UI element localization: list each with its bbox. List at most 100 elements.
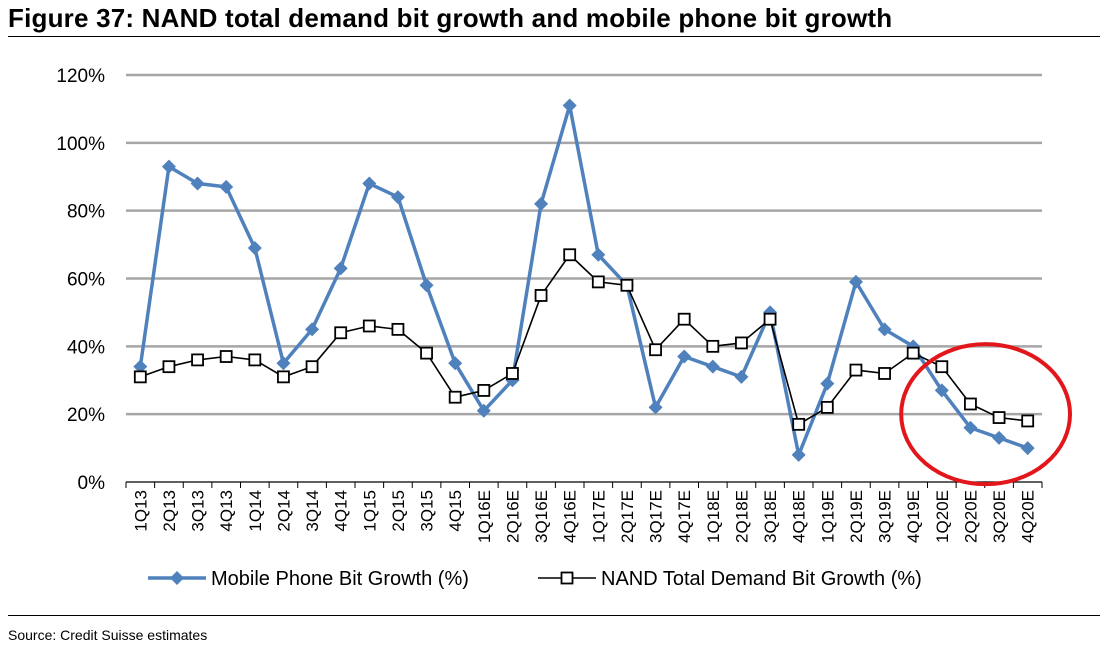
mobile-series-line: [138, 103, 1029, 457]
x-tick-label: 3Q16E: [532, 490, 551, 543]
nand-point: [878, 367, 891, 380]
y-tick-label: 40%: [67, 337, 105, 358]
annotation-layer: [899, 342, 1072, 487]
x-tick-label: 3Q15: [418, 490, 437, 532]
nand-point: [133, 370, 147, 384]
mobile-point: [734, 369, 749, 384]
nand-point: [649, 343, 662, 357]
x-tick-label: 1Q20E: [933, 490, 952, 543]
series-layer: [133, 98, 1035, 462]
nand-point: [935, 360, 949, 374]
source-note: Source: Credit Suisse estimates: [8, 627, 208, 643]
nand-point: [1021, 414, 1035, 428]
nand-point: [334, 326, 348, 340]
x-tick-label: 4Q20E: [1019, 490, 1038, 543]
x-tick-label: 3Q13: [189, 490, 208, 532]
mobile-point: [276, 356, 291, 371]
x-tick-label: 4Q15: [446, 490, 465, 532]
x-tick-label: 2Q13: [160, 490, 179, 532]
nand-point: [277, 370, 290, 384]
mobile-point: [791, 447, 806, 462]
y-tick-label: 60%: [67, 270, 105, 291]
mobile-point: [476, 403, 491, 418]
mobile-point: [820, 376, 835, 391]
x-tick-label: 2Q19E: [847, 490, 866, 543]
nand-point: [477, 384, 491, 397]
nand-point: [391, 322, 405, 336]
mobile-point: [305, 322, 320, 337]
nand-point: [792, 417, 806, 431]
nand-point: [420, 346, 433, 360]
gridlines: [126, 73, 1042, 416]
mobile-point: [161, 159, 176, 174]
legend-nand-marker: [560, 571, 574, 585]
nand-point: [563, 248, 577, 262]
x-tick-label: 2Q16E: [503, 490, 522, 543]
nand-point: [591, 275, 605, 289]
nand-point: [219, 350, 233, 363]
y-tick-label: 120%: [56, 66, 105, 87]
mobile-point: [190, 176, 205, 191]
mobile-point: [934, 383, 949, 398]
mobile-point: [219, 179, 234, 194]
mobile-point: [963, 420, 978, 435]
legend-nand-label: NAND Total Demand Bit Growth (%): [601, 568, 922, 590]
mobile-point: [133, 359, 148, 374]
mobile-point: [705, 359, 720, 374]
x-tick-label: 1Q18E: [704, 490, 723, 543]
x-tick-label: 3Q17E: [647, 490, 666, 543]
mobile-point: [419, 278, 434, 293]
nand-point: [735, 336, 748, 350]
mobile-point: [648, 400, 663, 415]
x-tick-label: 1Q13: [131, 490, 150, 532]
highlight-ellipse: [899, 342, 1072, 487]
nand-point: [964, 397, 977, 411]
mobile-point: [333, 261, 348, 276]
x-tick-label: 1Q17E: [589, 490, 608, 543]
title-underline: [8, 36, 1100, 37]
x-axis-tick-labels: 1Q13 2Q13 3Q13 4Q13 1Q14 2Q14 3Q14 4Q14 1Q15 2Q15…: [131, 490, 1037, 543]
mobile-point: [448, 356, 463, 371]
nand-point: [706, 339, 720, 353]
nand-series-line: [140, 253, 1028, 426]
x-tick-label: 4Q14: [332, 490, 351, 532]
nand-point: [162, 360, 176, 374]
x-tick-label: 2Q17E: [618, 490, 637, 543]
y-tick-label: 20%: [67, 405, 105, 426]
mobile-point: [534, 196, 549, 211]
x-tick-label: 4Q16E: [561, 490, 580, 543]
mobile-point: [1020, 441, 1035, 456]
x-tick-label: 1Q19E: [818, 490, 837, 543]
x-tick-label: 1Q14: [246, 490, 265, 532]
y-tick-label: 80%: [67, 202, 105, 223]
x-tick-label: 1Q16E: [475, 490, 494, 543]
nand-point: [191, 353, 204, 367]
y-axis-tick-labels: 0% 20% 40% 60% 80% 100% 120%: [56, 66, 105, 494]
x-tick-label: 2Q15: [389, 490, 408, 532]
legend-mobile-label: Mobile Phone Bit Growth (%): [211, 568, 469, 590]
mobile-point: [877, 322, 892, 337]
x-tick-label: 2Q18E: [732, 490, 751, 543]
nand-point: [362, 319, 376, 333]
nand-point: [992, 411, 1006, 424]
x-tick-label: 4Q19E: [904, 490, 923, 543]
nand-point: [620, 278, 634, 292]
mobile-point: [848, 274, 863, 289]
mobile-point: [390, 190, 405, 205]
nand-point: [906, 346, 920, 360]
y-tick-label: 0%: [78, 473, 106, 494]
x-tick-label: 4Q17E: [675, 490, 694, 543]
nand-point: [763, 312, 777, 326]
line-chart: 0%20%40%60%80%100%120% 1Q13 2Q13 3Q13 4Q13 1…: [56, 66, 1072, 590]
nand-point: [849, 363, 863, 377]
nand-point: [534, 289, 548, 302]
footer-rule: [8, 615, 1100, 616]
nand-point: [248, 353, 262, 367]
x-tick-label: 2Q14: [274, 490, 293, 532]
mobile-point: [562, 98, 577, 113]
nand-point: [506, 367, 519, 380]
x-tick-label: 4Q13: [217, 490, 236, 532]
x-tick-label: 3Q19E: [876, 490, 895, 543]
nand-point: [305, 360, 319, 374]
mobile-point: [362, 176, 377, 191]
